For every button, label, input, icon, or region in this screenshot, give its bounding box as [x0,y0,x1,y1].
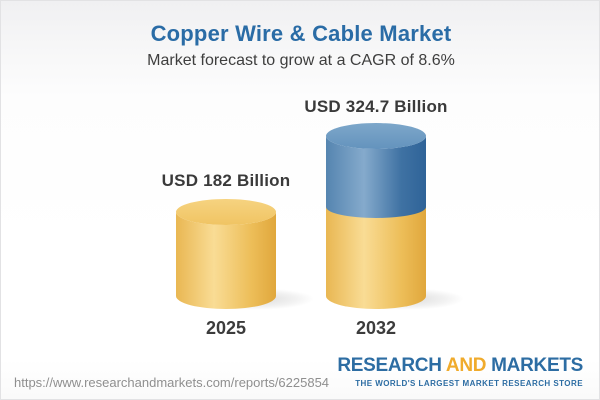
cylinder-2032-base-segment [326,207,426,309]
cylinder-2032-top [326,123,426,149]
research-and-markets-logo: RESEARCH AND MARKETS THE WORLD'S LARGEST… [337,356,583,388]
bar-category-label-2025: 2025 [205,318,247,338]
chart-title: Copper Wire & Cable Market [150,21,452,46]
report-url: https://www.researchandmarkets.com/repor… [14,375,330,390]
cylinder-2025-top [176,199,276,225]
logo-word-markets: MARKETS [491,355,583,376]
logo-word-and: AND [445,355,487,376]
logo-wordmark: RESEARCH AND MARKETS [337,356,583,375]
cylinder-2025-body [176,212,276,309]
bar-category-label-2032: 2032 [355,318,397,338]
logo-word-research: RESEARCH [337,355,442,376]
bar-value-label-2025: USD 182 Billion [161,171,291,190]
logo-tagline: THE WORLD'S LARGEST MARKET RESEARCH STOR… [355,379,583,388]
cylinder-2032-growth-segment [326,136,426,218]
cylinder-2025 [176,199,314,310]
cylinder-2032 [326,123,464,310]
bar-value-label-2032: USD 324.7 Billion [304,97,448,116]
chart-subtitle: Market forecast to grow at a CAGR of 8.6… [147,52,455,69]
